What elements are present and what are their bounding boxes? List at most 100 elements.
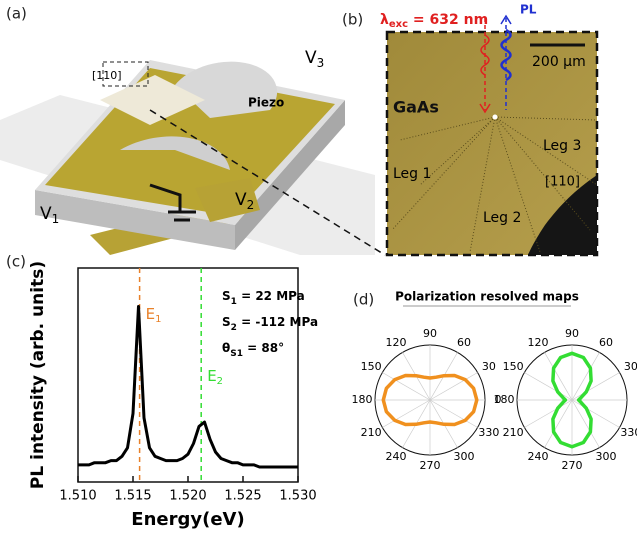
theta-tick-label: 180 <box>494 393 515 406</box>
material-label: GaAs <box>393 98 439 117</box>
theta-tick-label: 90 <box>565 327 579 340</box>
cutout <box>120 136 230 170</box>
polar-spoke <box>382 372 431 401</box>
main: E <box>146 305 155 323</box>
polar-trace <box>381 373 479 427</box>
polar-spoke <box>544 352 573 401</box>
arrow-head <box>500 14 512 25</box>
theta-tick-label: 120 <box>386 336 407 349</box>
rest: = 88° <box>243 341 284 355</box>
v-main: V <box>235 190 247 210</box>
crack <box>528 175 597 255</box>
theta-tick-label: 30 <box>482 360 496 373</box>
sub: 2 <box>231 323 237 333</box>
zoom-box <box>102 61 149 87</box>
leg-label: Leg 1 <box>393 166 431 182</box>
voltage-label: V2 <box>235 190 254 212</box>
polar-trace <box>551 351 593 449</box>
x-tick-label: 1.515 <box>114 489 151 504</box>
theta-tick-label: 120 <box>528 336 549 349</box>
polar-spoke <box>571 399 620 428</box>
polar-spoke <box>429 372 478 401</box>
theta-tick-label: 210 <box>361 426 382 439</box>
y-axis-label: PL intensity (arb. units) <box>28 261 48 489</box>
theta-tick-label: 0 <box>495 393 502 406</box>
annotation: S2 = -112 MPa <box>222 315 318 333</box>
polar-spoke <box>382 399 431 428</box>
x-tick-label: 1.520 <box>169 489 206 504</box>
x-axis-label: Energy(eV) <box>131 509 244 530</box>
arrow-head <box>479 103 491 114</box>
polar-spoke <box>524 399 573 428</box>
polar-title: Polarization resolved maps <box>395 290 579 304</box>
pl-label: PL <box>520 3 537 17</box>
theta-tick-label: 180 <box>352 393 373 406</box>
v-sub: 1 <box>52 212 60 226</box>
main: S <box>222 289 231 303</box>
panel-label: (a) <box>6 5 27 23</box>
rest: = 22 MPa <box>237 289 305 303</box>
panel-a-drawing <box>0 60 386 256</box>
v-sub: 3 <box>317 56 325 70</box>
lambda-sub: exc <box>389 19 408 30</box>
zoom-line <box>149 109 386 256</box>
panel-label: (d) <box>353 291 374 309</box>
panel-b-drawing <box>385 14 599 257</box>
lambda-rest: = 632 nm <box>408 12 488 28</box>
leg-label: Leg 3 <box>543 138 581 154</box>
sub: 2 <box>217 376 223 387</box>
annotation: S1 = 22 MPa <box>222 289 305 307</box>
spot <box>492 114 498 120</box>
block-side <box>235 100 345 250</box>
sub: 1 <box>231 297 237 307</box>
direction-label: [110] <box>92 69 122 82</box>
wave <box>500 28 512 82</box>
polar-spoke <box>544 399 573 448</box>
main: E <box>207 367 216 385</box>
v-main: V <box>305 48 317 68</box>
theta-tick-label: 150 <box>361 360 382 373</box>
lead-v2 <box>195 178 260 222</box>
theta-tick-label: 240 <box>386 450 407 463</box>
direction-label: [110] <box>545 175 580 190</box>
lambda: λ <box>380 12 389 28</box>
theta-tick-label: 210 <box>503 426 524 439</box>
sample <box>100 75 205 125</box>
theta-tick-label: 60 <box>599 336 613 349</box>
leg-label: Leg 2 <box>483 210 521 226</box>
annotation: E2 <box>207 367 223 388</box>
panel-label: (b) <box>342 11 363 29</box>
theta-tick-label: 240 <box>528 450 549 463</box>
theta-tick-label: 270 <box>420 459 441 472</box>
voltage-label: V1 <box>40 204 59 226</box>
frame <box>385 30 599 257</box>
piezo-label: Piezo <box>248 96 284 110</box>
theta-tick-label: 330 <box>478 426 499 439</box>
scale-label: 200 μm <box>532 54 586 70</box>
ground-symbol <box>149 183 196 222</box>
wave <box>480 34 490 76</box>
theta-tick-label: 60 <box>457 336 471 349</box>
sub: S1 <box>230 349 243 359</box>
polar-spoke <box>571 399 600 448</box>
polar-spoke <box>571 352 600 401</box>
v-main: V <box>40 204 52 224</box>
sub: 1 <box>155 314 161 325</box>
polar-spoke <box>524 372 573 401</box>
spectrum <box>78 305 298 469</box>
theta-tick-label: 330 <box>620 426 637 439</box>
x-tick-label: 1.510 <box>59 489 96 504</box>
v-sub: 2 <box>247 198 255 212</box>
panel-label: (c) <box>6 253 26 271</box>
voltage-label: V3 <box>305 48 324 70</box>
annotation: θS1 = 88° <box>222 341 284 359</box>
annotation: E1 <box>146 305 162 326</box>
rest: = -112 MPa <box>237 315 318 329</box>
theta-tick-label: 90 <box>423 327 437 340</box>
x-tick-label: 1.525 <box>224 489 261 504</box>
cutout <box>175 61 278 118</box>
block-front <box>35 190 235 250</box>
polar-spoke <box>571 372 620 401</box>
theta-tick-label: 270 <box>562 459 583 472</box>
